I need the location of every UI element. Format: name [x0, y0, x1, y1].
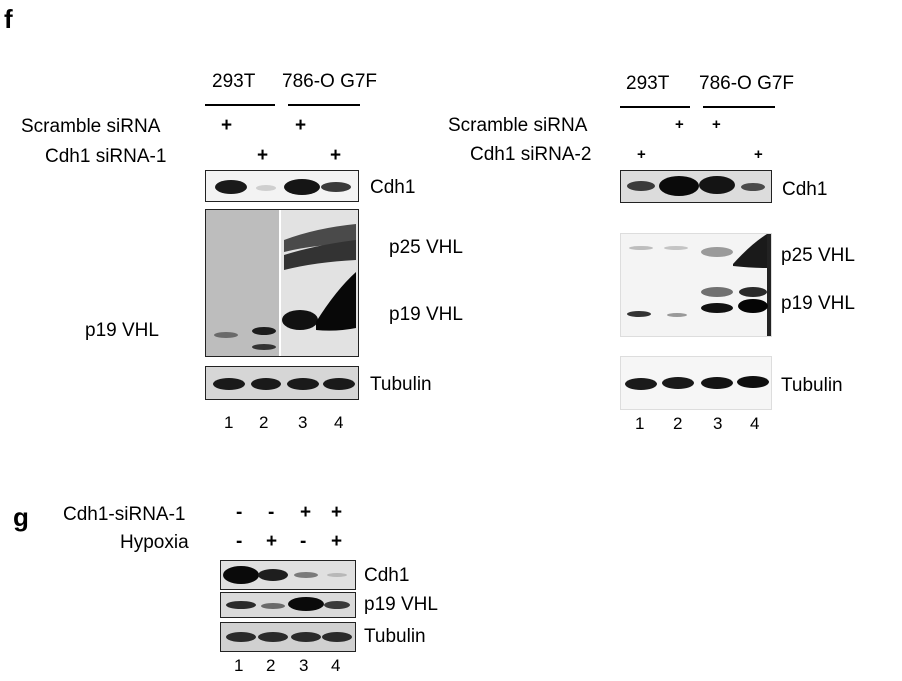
left-cdh1-mark-2: + [257, 145, 269, 166]
g-cdh1-mark-1: - [236, 502, 243, 523]
right-lane-2: 2 [673, 414, 683, 433]
g-cdh1-blot [220, 560, 356, 590]
panel-g-letter: g [13, 502, 29, 532]
right-tubulin-label: Tubulin [781, 375, 843, 396]
right-group-786o-underline [703, 106, 775, 108]
left-tubulin-blot [205, 366, 359, 400]
g-lane-4: 4 [331, 656, 341, 675]
left-cdh1-mark-4: + [330, 145, 342, 166]
panel-f-letter: f [4, 4, 13, 34]
right-group-293t: 293T [626, 73, 670, 94]
right-group-786o: 786-O G7F [699, 73, 795, 94]
right-cdh1-blot [620, 170, 772, 203]
left-group-293t-underline [205, 104, 275, 106]
left-group-786o: 786-O G7F [282, 71, 378, 92]
g-hypoxia-mark-3: - [300, 531, 307, 552]
right-lane-3: 3 [713, 414, 723, 433]
g-row-hypoxia-label: Hypoxia [120, 532, 189, 553]
right-cdh1-mark-1: + [637, 146, 646, 163]
g-hypoxia-mark-2: + [266, 531, 278, 552]
left-group-786o-underline [288, 104, 360, 106]
left-lane-2: 2 [259, 413, 269, 432]
left-row-scramble-label: Scramble siRNA [21, 116, 161, 137]
g-lane-3: 3 [299, 656, 309, 675]
g-p19-blot [220, 592, 356, 618]
left-lane-4: 4 [334, 413, 344, 432]
right-cdh1-mark-4: + [754, 146, 763, 163]
left-row-cdh1-label: Cdh1 siRNA-1 [45, 146, 167, 167]
g-cdh1-mark-3: + [300, 502, 312, 523]
left-lane-3: 3 [298, 413, 308, 432]
left-group-293t: 293T [212, 71, 256, 92]
left-cdh1-blot [205, 170, 359, 202]
left-scramble-mark-1: + [221, 115, 233, 136]
right-lane-4: 4 [750, 414, 760, 433]
left-tubulin-label: Tubulin [370, 374, 432, 395]
g-cdh1-mark-2: - [268, 502, 275, 523]
right-p25-label: p25 VHL [781, 245, 855, 266]
right-scramble-mark-2: + [675, 116, 684, 133]
left-lane-1: 1 [224, 413, 234, 432]
left-vhl-blot [205, 209, 359, 357]
right-row-scramble-label: Scramble siRNA [448, 115, 588, 136]
right-vhl-blot [620, 233, 772, 337]
right-tubulin-blot [620, 356, 772, 410]
g-row-cdh1-label: Cdh1-siRNA-1 [63, 504, 186, 525]
left-p19-label: p19 VHL [389, 304, 463, 325]
right-group-293t-underline [620, 106, 690, 108]
g-hypoxia-mark-4: + [331, 531, 343, 552]
g-cdh1-mark-4: + [331, 502, 343, 523]
left-p19-left-label: p19 VHL [85, 320, 159, 341]
g-tubulin-blot [220, 622, 356, 652]
right-row-cdh1-label: Cdh1 siRNA-2 [470, 144, 592, 165]
right-scramble-mark-3: + [712, 116, 721, 133]
left-cdh1-label: Cdh1 [370, 177, 416, 198]
g-cdh1-label: Cdh1 [364, 565, 410, 586]
left-scramble-mark-3: + [295, 115, 307, 136]
g-tubulin-label: Tubulin [364, 626, 426, 647]
g-p19-label: p19 VHL [364, 594, 438, 615]
right-p19-label: p19 VHL [781, 293, 855, 314]
right-lane-1: 1 [635, 414, 645, 433]
right-cdh1-label: Cdh1 [782, 179, 828, 200]
g-lane-1: 1 [234, 656, 244, 675]
g-lane-2: 2 [266, 656, 276, 675]
left-p25-label: p25 VHL [389, 237, 463, 258]
g-hypoxia-mark-1: - [236, 531, 243, 552]
